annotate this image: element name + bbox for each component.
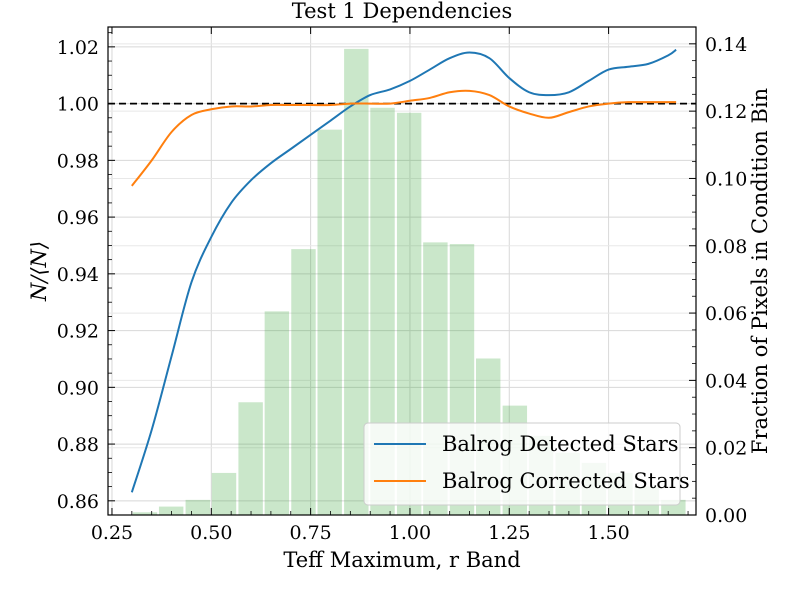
histogram-bar — [238, 402, 263, 515]
y-left-tick-label: 1.00 — [57, 94, 99, 116]
axis-ticks: 0.25 0.50 0.75 1.00 1.25 1.50 0.86 0.88 0.90 0.92… — [57, 27, 747, 544]
y-right-tick-label: 0.14 — [705, 34, 747, 56]
legend: Balrog Detected Stars Balrog Corrected S… — [363, 422, 690, 506]
histogram-bar — [132, 512, 158, 515]
series-line-detected — [130, 48, 677, 493]
histogram-bar — [185, 499, 210, 515]
histogram-bar — [211, 472, 237, 515]
legend-label-corrected: Balrog Corrected Stars — [442, 469, 690, 493]
x-tick-label: 0.50 — [190, 522, 232, 544]
y-left-tick-label: 0.90 — [57, 377, 99, 399]
y-right-tick-label: 0.06 — [705, 303, 747, 325]
series-line-corrected — [131, 89, 677, 187]
histogram-bar — [264, 311, 290, 515]
y-left-tick-label: 0.94 — [57, 264, 99, 286]
x-tick-label: 1.25 — [488, 522, 530, 544]
y-right-tick-label: 0.02 — [705, 438, 747, 460]
legend-box — [363, 422, 681, 506]
y-right-tick-label: 0.04 — [705, 370, 747, 392]
histogram-bar — [317, 129, 342, 516]
histogram-bar — [291, 249, 316, 515]
y-axis-label-left: N/⟨N⟩ — [27, 241, 51, 302]
y-right-tick-label: 0.08 — [705, 236, 747, 258]
y-left-tick-label: 0.86 — [57, 491, 99, 513]
y-axis-label-right: Fraction of Pixels in Condition Bin — [748, 88, 772, 454]
y-left-tick-label: 0.88 — [57, 434, 99, 456]
y-left-tick-label: 0.96 — [57, 207, 99, 229]
chart-title: Test 1 Dependencies — [292, 0, 512, 23]
plot-frame — [107, 26, 697, 516]
y-left-tick-label: 0.98 — [57, 150, 99, 172]
x-tick-label: 1.50 — [587, 522, 629, 544]
y-left-tick-label: 0.92 — [57, 321, 99, 343]
x-axis-label: Teff Maximum, r Band — [283, 548, 520, 572]
y-right-tick-label: 0.12 — [705, 101, 747, 123]
x-tick-label: 0.75 — [289, 522, 331, 544]
x-tick-label: 1.00 — [389, 522, 431, 544]
y-right-tick-label: 0.00 — [705, 505, 747, 527]
y-left-tick-label: 1.02 — [57, 37, 99, 59]
series-lines — [130, 48, 677, 493]
legend-label-detected: Balrog Detected Stars — [442, 432, 679, 456]
y-right-tick-label: 0.10 — [705, 168, 747, 190]
x-tick-label: 0.25 — [91, 522, 133, 544]
histogram-bar — [158, 506, 184, 515]
